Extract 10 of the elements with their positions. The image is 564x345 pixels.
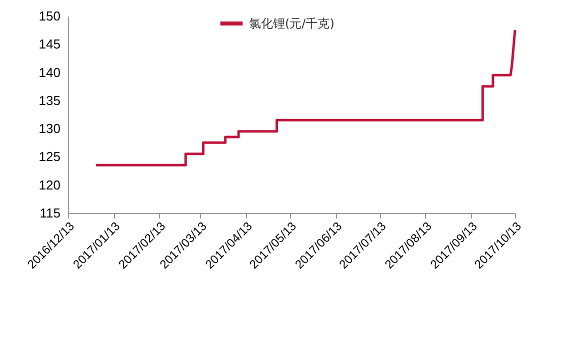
y-tick-label: 135 bbox=[38, 92, 60, 108]
y-tick-label: 140 bbox=[38, 64, 60, 80]
y-tick-label: 125 bbox=[38, 149, 60, 164]
y-tick-label: 150 bbox=[38, 8, 60, 24]
legend-label: 氯化锂(元/千克) bbox=[249, 16, 334, 30]
y-tick-label: 130 bbox=[38, 121, 60, 136]
y-tick-label: 120 bbox=[38, 177, 60, 192]
line-series bbox=[94, 28, 516, 166]
y-tick-label: 145 bbox=[38, 36, 60, 52]
y-tick-label: 115 bbox=[40, 206, 60, 220]
